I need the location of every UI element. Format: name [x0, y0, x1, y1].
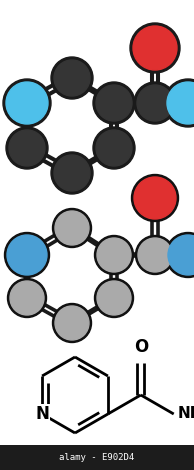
Circle shape [7, 235, 47, 275]
Circle shape [6, 127, 48, 169]
Circle shape [167, 82, 194, 124]
Circle shape [54, 155, 90, 191]
Circle shape [4, 233, 49, 277]
Circle shape [97, 281, 131, 315]
Text: N: N [35, 405, 49, 423]
Text: alamy - E902D4: alamy - E902D4 [59, 453, 135, 462]
Circle shape [168, 235, 194, 275]
Circle shape [133, 26, 177, 70]
Circle shape [94, 235, 133, 274]
Circle shape [6, 82, 48, 124]
Circle shape [55, 306, 89, 340]
Circle shape [137, 85, 173, 121]
Bar [0, 445, 194, 470]
Circle shape [96, 130, 132, 166]
Circle shape [132, 174, 178, 221]
Circle shape [134, 82, 176, 124]
Circle shape [134, 177, 176, 219]
Circle shape [130, 23, 180, 73]
Circle shape [93, 82, 135, 124]
Text: O: O [134, 338, 148, 356]
Circle shape [165, 233, 194, 277]
Circle shape [96, 85, 132, 121]
Circle shape [138, 238, 172, 272]
Circle shape [164, 79, 194, 127]
Circle shape [55, 211, 89, 245]
Circle shape [51, 57, 93, 99]
Circle shape [10, 281, 44, 315]
Circle shape [97, 238, 131, 272]
Circle shape [93, 127, 135, 169]
Circle shape [3, 79, 51, 127]
Text: NH: NH [178, 407, 194, 422]
Circle shape [51, 152, 93, 194]
Circle shape [8, 279, 47, 318]
Circle shape [53, 209, 92, 248]
Circle shape [9, 130, 45, 166]
Circle shape [135, 235, 174, 274]
Circle shape [53, 304, 92, 343]
Circle shape [94, 279, 133, 318]
Circle shape [54, 60, 90, 96]
